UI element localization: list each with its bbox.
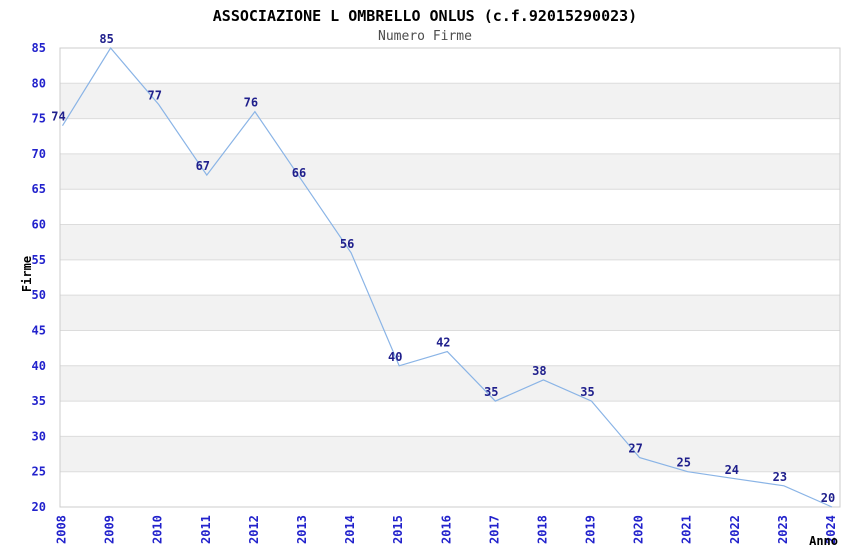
y-axis-tick-labels: 20 25 30 35 40 45 50 55 60 65 70 75 80 85 [32,41,46,514]
plot-border [59,47,841,508]
plot-band [60,436,840,472]
data-point-label: 35 [580,385,594,399]
y-tick-label: 40 [32,359,46,373]
x-tick-label: 2012 [247,515,261,544]
x-tick-label: 2014 [343,515,357,544]
x-tick-label: 2019 [584,515,598,544]
y-tick-label: 65 [32,182,46,196]
plot-band [60,365,840,402]
y-tick-label: 35 [32,394,46,408]
y-axis-title: Firme [20,256,34,292]
x-tick-label: 2010 [151,515,165,544]
data-point-label: 27 [628,442,642,456]
series-line-group [61,46,833,508]
data-point-label: 67 [196,159,210,173]
x-tick-label: 2024 [824,515,838,544]
x-tick-label: 2021 [680,515,694,544]
data-point-label: 40 [388,350,402,364]
x-axis-title: Anno [809,534,838,548]
data-point-label: 56 [340,237,354,251]
y-tick-label: 70 [32,147,46,161]
plot-alternating-bands [60,83,840,472]
y-tick-label: 60 [32,218,46,232]
data-point-label: 25 [676,456,690,470]
x-axis-tick-labels: 2008 2009 2010 2011 2012 2013 2014 2015 2016 2017… [55,515,839,544]
data-point-label: 77 [147,89,161,103]
x-tick-label: 2011 [199,515,213,544]
x-tick-label: 2023 [776,515,790,544]
x-tick-label: 2008 [55,515,69,544]
x-tick-label: 2022 [728,515,742,544]
plot-band [60,83,840,119]
data-point-labels: 74 85 77 67 76 66 56 40 42 35 38 35 27 25 24 23 20 [51,32,835,505]
y-tick-label: 20 [32,500,46,514]
data-point-label: 76 [244,96,258,110]
data-point-label: 24 [725,463,739,477]
y-tick-label: 55 [32,253,46,267]
chart-title: ASSOCIAZIONE L OMBRELLO ONLUS (c.f.92015… [213,7,637,25]
y-tick-label: 80 [32,76,46,90]
x-tick-label: 2009 [103,515,117,544]
x-tick-label: 2017 [487,515,501,544]
data-point-label: 66 [292,166,306,180]
y-tick-label: 75 [32,112,46,126]
plot-band [60,224,840,260]
y-tick-label: 45 [32,324,46,338]
y-tick-label: 50 [32,288,46,302]
x-tick-label: 2016 [439,515,453,544]
y-tick-label: 30 [32,429,46,443]
data-point-label: 74 [51,110,65,124]
x-tick-label: 2013 [295,515,309,544]
data-point-label: 20 [821,491,835,505]
data-point-label: 42 [436,336,450,350]
x-tick-label: 2020 [632,515,646,544]
plot-band [60,153,840,190]
series-line [61,46,833,508]
data-point-label: 23 [773,470,787,484]
data-point-label: 85 [99,32,113,46]
y-tick-label: 85 [32,41,46,55]
chart-subtitle: Numero Firme [378,29,472,44]
plot-band [60,295,840,331]
y-tick-label: 25 [32,465,46,479]
x-tick-label: 2015 [391,515,405,544]
data-point-label: 38 [532,364,546,378]
data-point-label: 35 [484,385,498,399]
x-tick-label: 2018 [535,515,549,544]
